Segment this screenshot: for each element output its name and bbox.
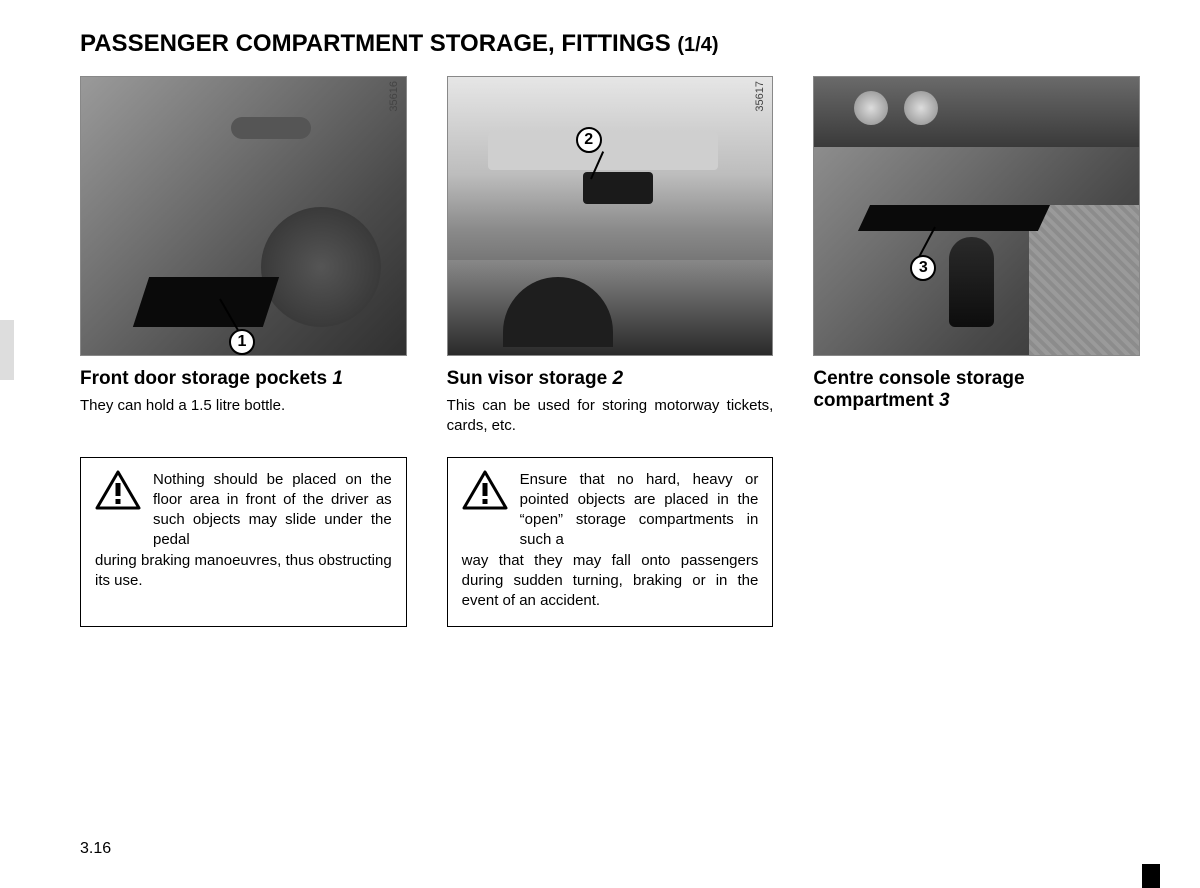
page-number: 3.16 (80, 840, 111, 858)
heading-centre-console: Centre console storage compartment 3 (813, 368, 1140, 412)
heading-number: 3 (939, 390, 950, 411)
manual-page: PASSENGER COMPARTMENT STORAGE, FITTINGS … (0, 0, 1200, 888)
spacer (80, 416, 407, 436)
figure-centre-console: 35618 3 (813, 76, 1140, 356)
illustration-shape (231, 117, 311, 139)
heading-text: Sun visor storage (447, 368, 608, 389)
body-text-1: They can hold a 1.5 litre bottle. (80, 396, 407, 416)
illustration-shape (858, 205, 1050, 231)
warning-icon (462, 470, 508, 510)
heading-number: 1 (332, 368, 343, 389)
warning-box-1: Nothing should be placed on the floor ar… (80, 457, 407, 627)
page-title-suffix: (1/4) (677, 34, 718, 56)
callout-3: 3 (910, 255, 936, 281)
figure-sun-visor: 35617 2 (447, 76, 774, 356)
heading-front-door-pockets: Front door storage pockets 1 (80, 368, 407, 390)
warning-box-2: Ensure that no hard, heavy or pointed ob… (447, 457, 774, 627)
heading-text: Front door storage pockets (80, 368, 327, 389)
image-ref-1: 35616 (388, 81, 400, 112)
warning-text-2b: way that they may fall onto passengers d… (462, 551, 759, 612)
body-text-2: This can be used for storing motorway ti… (447, 396, 774, 437)
illustration-shape (949, 237, 994, 327)
page-title: PASSENGER COMPARTMENT STORAGE, FITTINGS … (80, 30, 1140, 58)
warning-text-1a: Nothing should be placed on the floor ar… (153, 470, 392, 551)
page-title-main: PASSENGER COMPARTMENT STORAGE, FITTINGS (80, 30, 671, 57)
column-2: 35617 2 Sun visor storage 2 This can be … (447, 76, 774, 627)
warning-text-2a: Ensure that no hard, heavy or pointed ob… (520, 470, 759, 551)
image-ref-2: 35617 (754, 81, 766, 112)
callout-2: 2 (576, 127, 602, 153)
illustration-shape (261, 207, 381, 327)
figure-front-door-pocket: 35616 1 (80, 76, 407, 356)
illustration-shape (133, 277, 279, 327)
columns: 35616 1 Front door storage pockets 1 The… (80, 76, 1140, 627)
corner-crop-mark (1142, 864, 1160, 888)
warning-icon (95, 470, 141, 510)
illustration-shape (1029, 205, 1139, 355)
callout-1: 1 (229, 329, 255, 355)
column-1: 35616 1 Front door storage pockets 1 The… (80, 76, 407, 627)
illustration-shape (583, 172, 653, 204)
heading-number: 2 (612, 368, 623, 389)
column-3: 35618 3 Centre console storage compartme… (813, 76, 1140, 627)
heading-text: Centre console storage compartment (813, 368, 1024, 411)
heading-sun-visor: Sun visor storage 2 (447, 368, 774, 390)
warning-text-1b: during braking manoeuvres, thus obstruct… (95, 551, 392, 592)
